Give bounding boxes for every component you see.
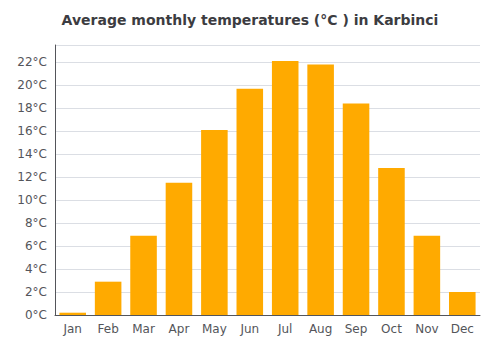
- svg-text:8°C: 8°C: [25, 216, 47, 230]
- svg-text:4°C: 4°C: [25, 262, 47, 276]
- svg-text:Oct: Oct: [381, 322, 402, 336]
- svg-text:Jun: Jun: [239, 322, 259, 336]
- svg-text:6°C: 6°C: [25, 239, 47, 253]
- svg-text:16°C: 16°C: [17, 124, 47, 138]
- svg-text:May: May: [202, 322, 227, 336]
- svg-text:22°C: 22°C: [17, 55, 47, 69]
- svg-text:Mar: Mar: [132, 322, 155, 336]
- svg-text:Aug: Aug: [309, 322, 332, 336]
- svg-text:0°C: 0°C: [25, 308, 47, 322]
- svg-text:Sep: Sep: [345, 322, 368, 336]
- svg-text:Jul: Jul: [277, 322, 292, 336]
- svg-text:12°C: 12°C: [17, 170, 47, 184]
- svg-text:Average monthly temperatures (: Average monthly temperatures (°C ) in Ka…: [62, 12, 439, 28]
- svg-text:Jan: Jan: [62, 322, 82, 336]
- svg-text:18°C: 18°C: [17, 101, 47, 115]
- svg-text:Dec: Dec: [451, 322, 474, 336]
- svg-text:Nov: Nov: [415, 322, 438, 336]
- svg-text:Feb: Feb: [98, 322, 119, 336]
- svg-text:10°C: 10°C: [17, 193, 47, 207]
- svg-text:20°C: 20°C: [17, 78, 47, 92]
- svg-text:2°C: 2°C: [25, 285, 47, 299]
- svg-text:Apr: Apr: [169, 322, 190, 336]
- svg-text:14°C: 14°C: [17, 147, 47, 161]
